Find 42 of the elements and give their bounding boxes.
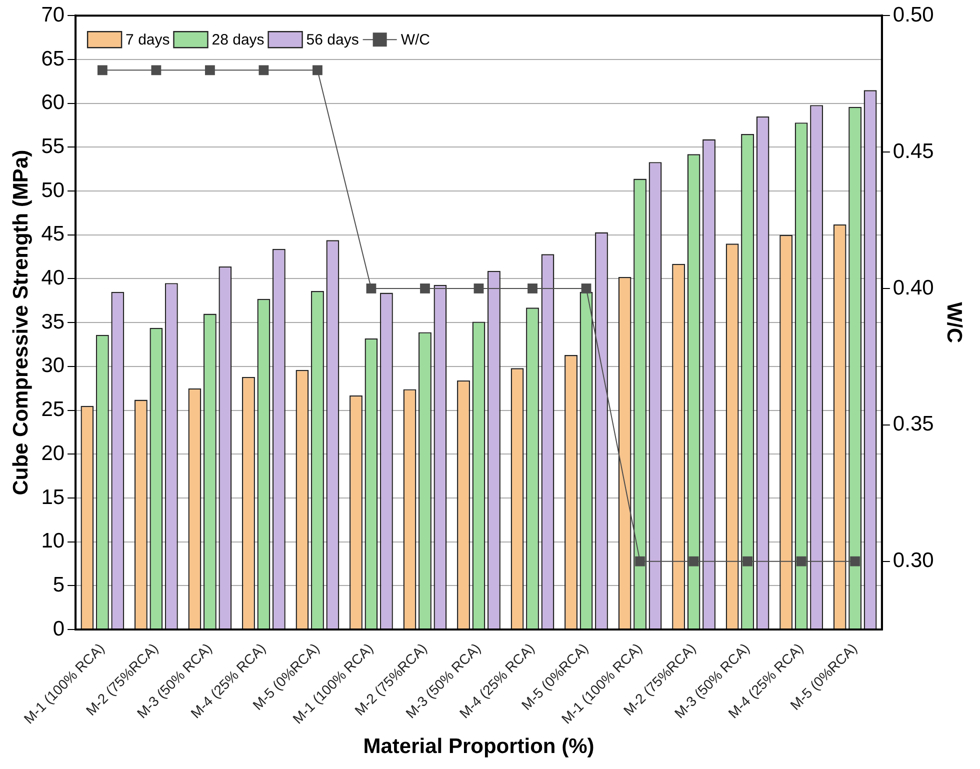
- point: [97, 65, 108, 76]
- point: [528, 284, 538, 294]
- y-tick-label: 70: [41, 3, 65, 26]
- y-tick-label: 45: [41, 222, 65, 246]
- legend-label: 56 days: [306, 32, 359, 49]
- y-tick-label: 10: [41, 530, 65, 553]
- y-tick-label: 50: [41, 178, 65, 202]
- point: [205, 65, 215, 76]
- point: [366, 284, 376, 294]
- y-tick-label: 0: [52, 617, 65, 640]
- y-tick-label: 15: [41, 486, 65, 509]
- point: [151, 65, 162, 76]
- point: [474, 284, 484, 294]
- y2-tick-label: 0.45: [892, 140, 934, 163]
- y2-tick-label: 0.40: [892, 276, 934, 300]
- point: [312, 65, 322, 76]
- y-tick-label: 20: [41, 442, 65, 465]
- y2-tick-label: 0.30: [892, 549, 934, 572]
- point: [742, 556, 752, 566]
- y-axis-title: Cube Compressive Strength (MPa): [9, 150, 32, 496]
- point: [420, 284, 430, 294]
- y2-tick-label: 0.35: [892, 412, 934, 436]
- y2-tick-label: 0.50: [892, 3, 934, 26]
- y-tick-label: 35: [41, 310, 65, 334]
- y-tick-label: 5: [52, 574, 65, 596]
- y-tick-label: 55: [41, 134, 65, 158]
- y-tick-label: 60: [41, 91, 65, 114]
- y-tick-label: 65: [41, 47, 65, 70]
- x-axis-title: Material Proportion (%): [363, 735, 594, 758]
- y-tick-label: 25: [41, 398, 65, 422]
- y2-axis-title: W/C: [942, 302, 966, 343]
- legend-label: 28 days: [212, 32, 264, 49]
- legend-label: W/C: [400, 32, 430, 49]
- point: [688, 556, 699, 566]
- legend-label: 7 days: [126, 32, 170, 49]
- point: [581, 284, 592, 294]
- point: [796, 556, 806, 566]
- point: [635, 556, 645, 566]
- y-tick-label: 40: [41, 266, 65, 290]
- point: [258, 65, 269, 76]
- point: [850, 556, 860, 566]
- y-tick-label: 30: [41, 354, 65, 378]
